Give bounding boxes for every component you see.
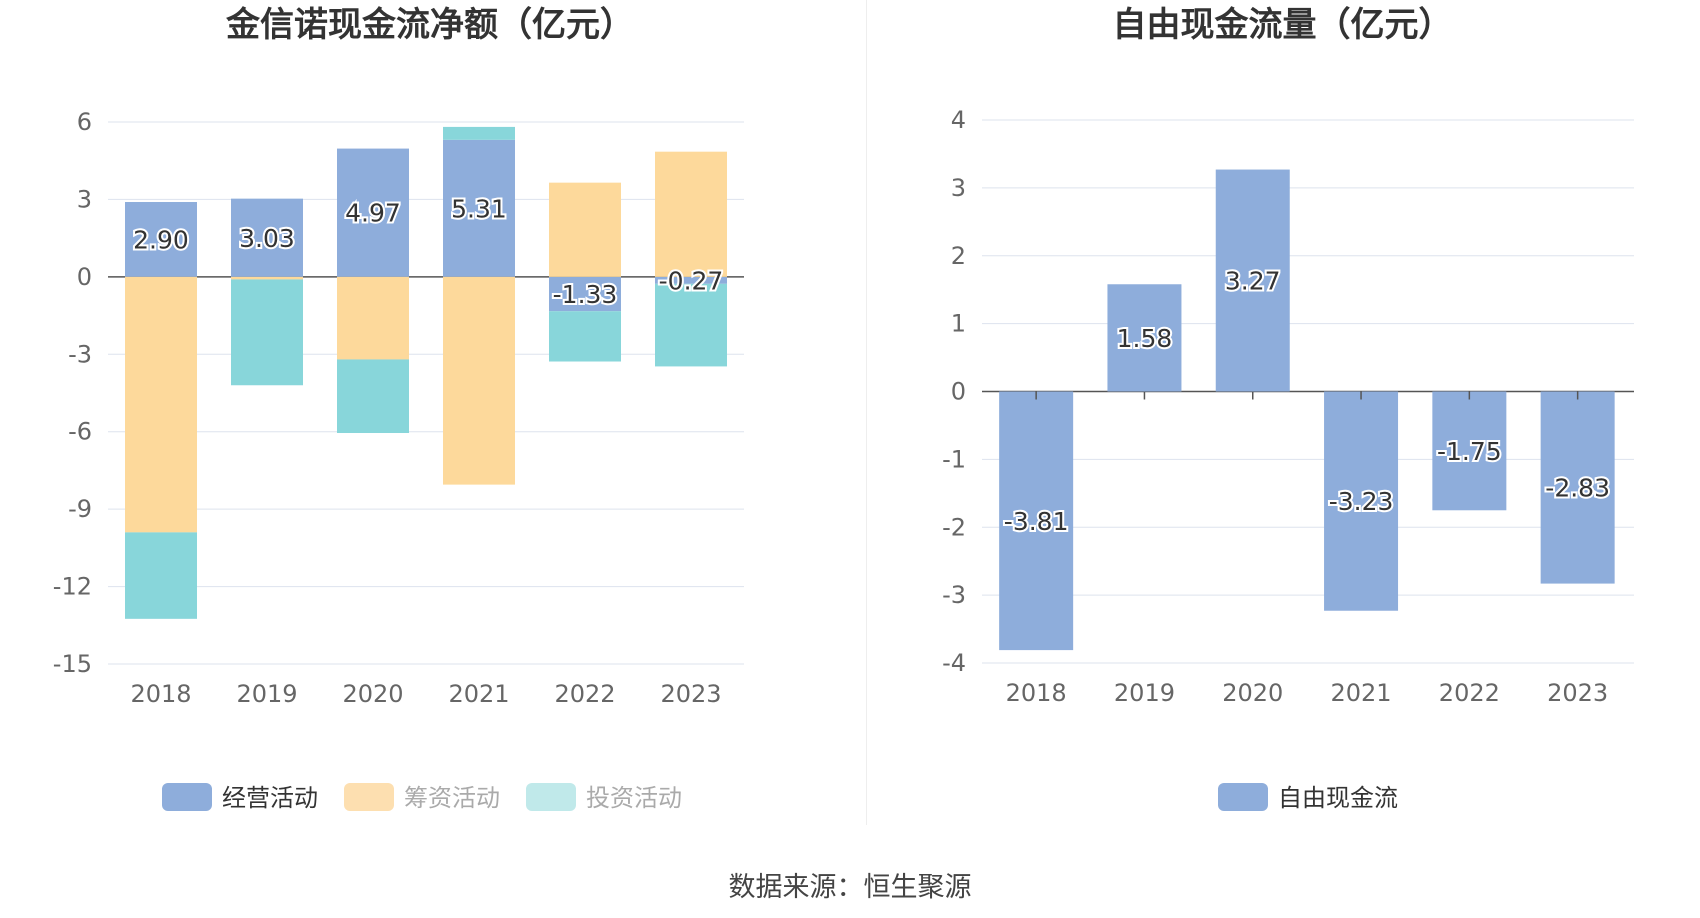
bar-筹资活动-2019[interactable] — [231, 276, 303, 280]
chart-divider — [866, 0, 867, 825]
bar-经营活动-2020[interactable] — [337, 148, 409, 277]
bar-value-label: 4.97 — [345, 199, 401, 228]
bar-经营活动-2018[interactable] — [125, 202, 197, 277]
bar-筹资活动-2023[interactable] — [655, 151, 727, 277]
legend-label-自由现金流[interactable]: 自由现金流 — [1278, 784, 1398, 812]
legend-label-投资活动[interactable]: 投资活动 — [586, 784, 682, 812]
legend-swatch-经营活动[interactable] — [162, 783, 212, 811]
y-tick-label: 3 — [951, 174, 966, 202]
legend-label-筹资活动[interactable]: 筹资活动 — [404, 784, 500, 812]
bar-value-label: -1.33 — [553, 280, 618, 309]
y-tick-label: 6 — [77, 108, 92, 136]
bar-自由现金流-2021[interactable] — [1324, 391, 1399, 611]
y-tick-label: -4 — [942, 649, 966, 677]
bar-投资活动-2018[interactable] — [125, 532, 197, 619]
bar-筹资活动-2022[interactable] — [549, 182, 621, 277]
x-tick-label: 2019 — [1114, 679, 1175, 707]
legend-swatch-投资活动[interactable] — [526, 783, 576, 811]
bar-投资活动-2023[interactable] — [655, 283, 727, 367]
y-tick-label: -3 — [942, 581, 966, 609]
x-tick-label: 2020 — [1222, 679, 1283, 707]
bar-筹资活动-2018[interactable] — [125, 276, 197, 533]
left-chart-title: 金信诺现金流净额（亿元） — [226, 5, 634, 45]
x-tick-label: 2018 — [1006, 679, 1067, 707]
x-tick-label: 2023 — [660, 680, 721, 708]
bar-value-label: 2.90 — [133, 225, 189, 254]
x-tick-label: 2022 — [554, 680, 615, 708]
bar-投资活动-2021[interactable] — [443, 126, 515, 140]
bar-value-label: -3.23 — [1329, 487, 1394, 516]
bar-value-label: -3.81 — [1004, 507, 1069, 536]
y-tick-label: 3 — [77, 185, 92, 213]
bar-自由现金流-2018[interactable] — [999, 391, 1074, 651]
x-tick-label: 2020 — [342, 680, 403, 708]
y-tick-label: 0 — [77, 263, 92, 291]
legend-label-经营活动[interactable]: 经营活动 — [222, 784, 318, 812]
bar-value-label: -2.83 — [1545, 474, 1610, 503]
y-tick-label: 0 — [951, 378, 966, 406]
x-tick-label: 2021 — [448, 680, 509, 708]
bar-value-label: 1.58 — [1117, 324, 1173, 353]
data-source: 数据来源：恒生聚源 — [728, 872, 972, 903]
bar-自由现金流-2022[interactable] — [1432, 391, 1507, 511]
bar-value-label: -1.75 — [1437, 437, 1502, 466]
y-tick-label: -6 — [68, 418, 92, 446]
legend-swatch-自由现金流[interactable] — [1218, 783, 1268, 811]
y-tick-label: -15 — [53, 650, 92, 678]
bar-自由现金流-2019[interactable] — [1107, 284, 1182, 392]
y-tick-label: -2 — [942, 513, 966, 541]
bar-自由现金流-2020[interactable] — [1215, 169, 1290, 392]
x-tick-label: 2023 — [1547, 679, 1608, 707]
legend-swatch-筹资活动[interactable] — [344, 783, 394, 811]
y-tick-label: 1 — [951, 310, 966, 338]
right-chart-title: 自由现金流量（亿元） — [1112, 5, 1453, 45]
bar-投资活动-2020[interactable] — [337, 359, 409, 434]
x-tick-label: 2021 — [1331, 679, 1392, 707]
bar-经营活动-2022[interactable] — [549, 276, 621, 312]
bar-经营活动-2021[interactable] — [443, 139, 515, 277]
bar-value-label: 3.03 — [239, 224, 295, 253]
x-tick-label: 2022 — [1439, 679, 1500, 707]
y-tick-label: -3 — [68, 340, 92, 368]
y-tick-label: -9 — [68, 495, 92, 523]
bar-筹资活动-2021[interactable] — [443, 276, 515, 485]
bar-经营活动-2023[interactable] — [655, 276, 727, 284]
bar-投资活动-2022[interactable] — [549, 311, 621, 362]
y-tick-label: -12 — [53, 573, 92, 601]
y-tick-label: 2 — [951, 242, 966, 270]
y-tick-label: -1 — [942, 445, 966, 473]
x-tick-label: 2019 — [236, 680, 297, 708]
bar-经营活动-2019[interactable] — [231, 198, 303, 277]
bar-投资活动-2019[interactable] — [231, 279, 303, 386]
bar-value-label: 5.31 — [451, 194, 507, 223]
bar-筹资活动-2020[interactable] — [337, 276, 409, 360]
bar-value-label: -0.27 — [659, 266, 724, 295]
y-tick-label: 4 — [951, 106, 966, 134]
x-tick-label: 2018 — [130, 680, 191, 708]
bar-value-label: 3.27 — [1225, 267, 1281, 296]
bar-自由现金流-2023[interactable] — [1540, 391, 1615, 584]
